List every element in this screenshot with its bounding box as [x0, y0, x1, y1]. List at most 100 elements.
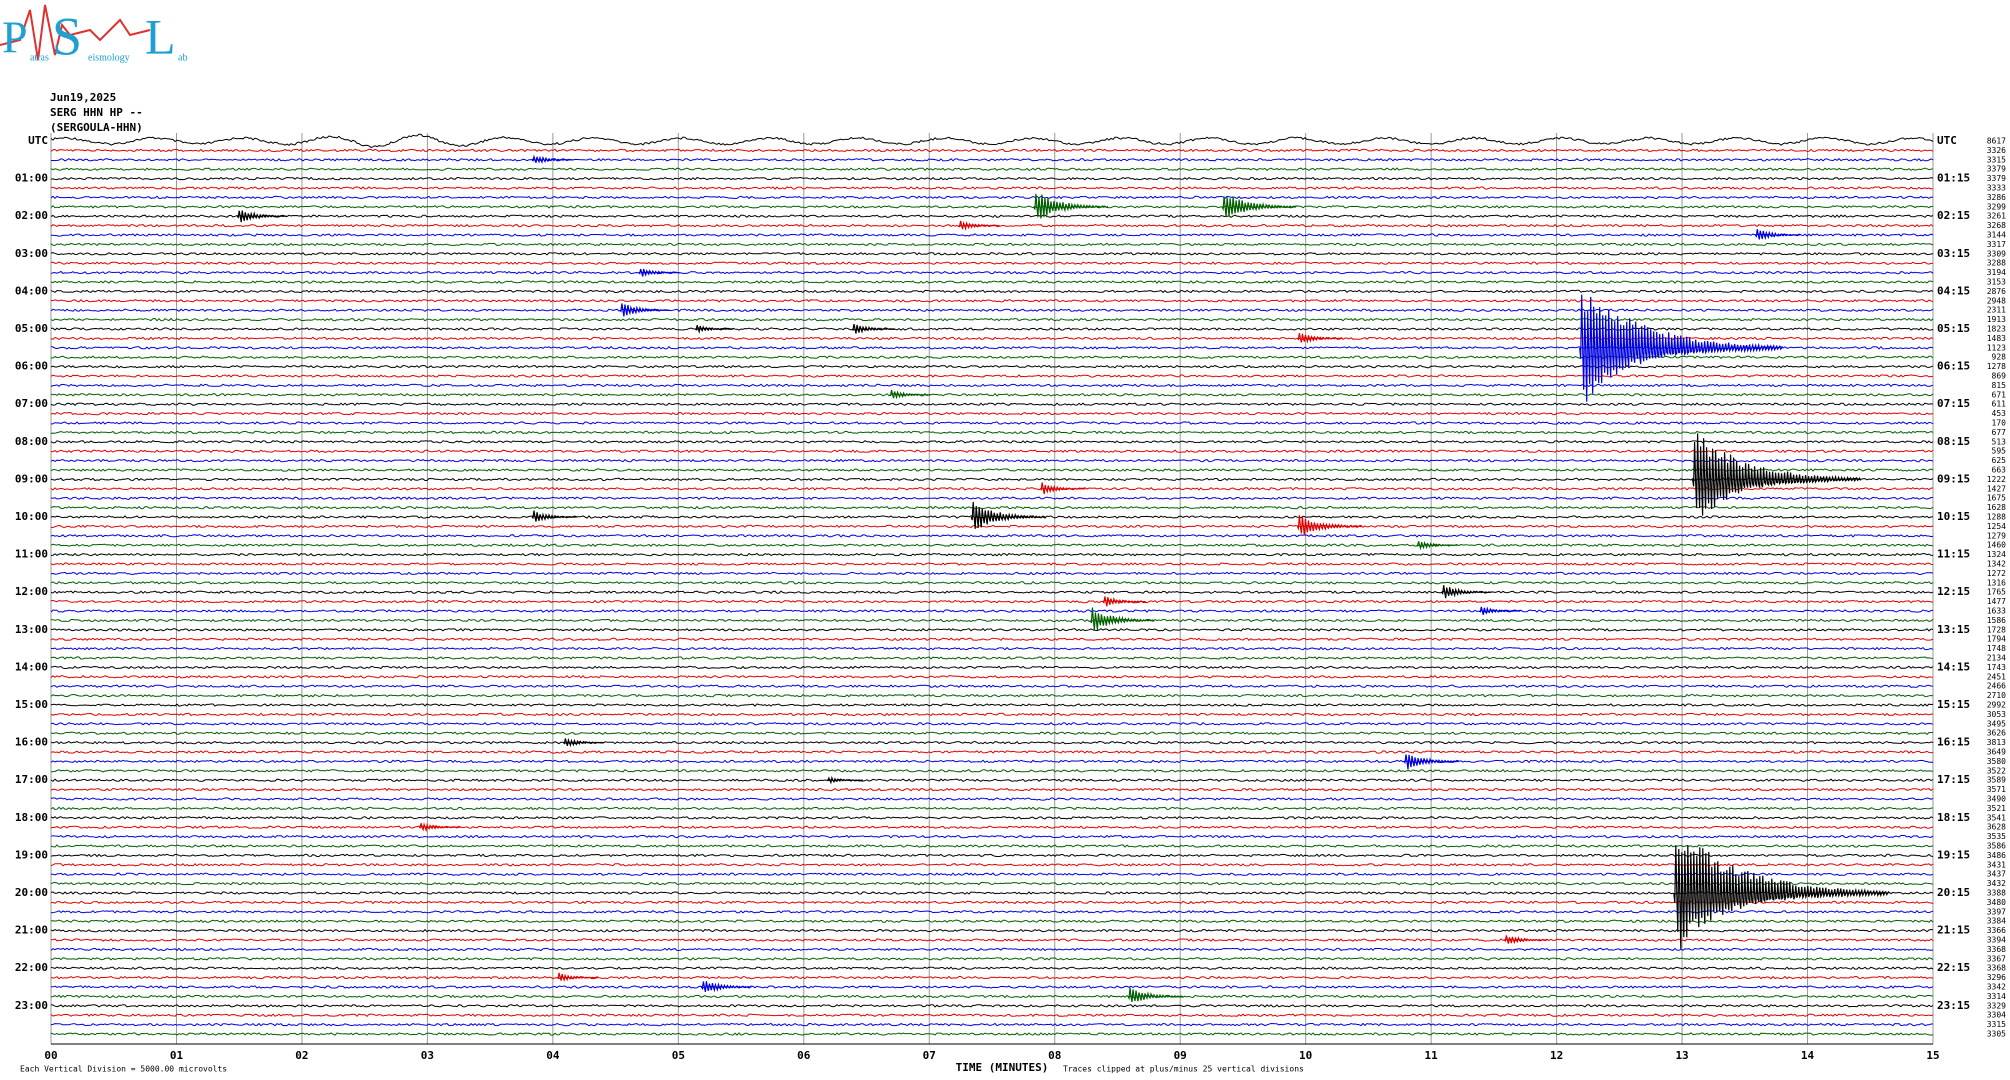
trace — [50, 186, 1934, 190]
trace — [50, 609, 1934, 613]
left-time-label: 18:00 — [15, 811, 48, 824]
trace — [50, 252, 1934, 256]
logo-word: ab — [178, 52, 187, 63]
trace — [50, 966, 1934, 970]
x-tick-label: 02 — [295, 1049, 308, 1062]
left-time-label: 01:00 — [15, 172, 48, 185]
trace — [50, 1004, 1934, 1008]
logo: P S L atras eismology ab — [0, 4, 187, 66]
trace-count: 3305 — [1987, 1030, 2006, 1039]
seismic-event — [1296, 515, 1362, 536]
right-time-label: 08:15 — [1937, 435, 1970, 448]
x-axis-title: TIME (MINUTES) — [956, 1061, 1049, 1074]
trace — [50, 740, 1934, 745]
trace — [50, 317, 1934, 322]
trace — [51, 872, 1934, 876]
trace-count: 3480 — [1987, 898, 2006, 907]
seismic-event — [694, 324, 734, 334]
right-time-label: 22:15 — [1937, 961, 1970, 974]
trace-count: 1675 — [1987, 494, 2006, 503]
x-tick-label: 13 — [1675, 1049, 1688, 1062]
right-time-label: 21:15 — [1937, 924, 1970, 937]
trace-count: 3490 — [1987, 795, 2006, 804]
trace-count: 3495 — [1987, 719, 2006, 728]
left-time-label: 19:00 — [15, 848, 48, 861]
trace-count: 869 — [1992, 372, 2007, 381]
footer-right: Traces clipped at plus/minus 25 vertical… — [1063, 1065, 1304, 1074]
seismic-event — [1754, 229, 1801, 241]
left-time-label: 20:00 — [15, 886, 48, 899]
trace-count: 3571 — [1987, 785, 2006, 794]
trace-count: 3329 — [1987, 1001, 2006, 1010]
trace — [50, 176, 1934, 181]
right-time-label: 12:15 — [1937, 585, 1970, 598]
left-time-label: 02:00 — [15, 209, 48, 222]
x-tick-label: 09 — [1174, 1049, 1187, 1062]
seismic-event — [619, 303, 671, 317]
seismic-event — [418, 822, 461, 833]
trace — [50, 863, 1934, 867]
trace-count: 3589 — [1987, 776, 2006, 785]
trace-count: 1728 — [1987, 625, 2006, 634]
trace-count: 1316 — [1987, 578, 2006, 587]
trace-count: 1765 — [1987, 588, 2006, 597]
trace — [50, 693, 1934, 698]
trace — [50, 825, 1934, 829]
right-time-label: 07:15 — [1937, 397, 1970, 410]
x-tick-label: 00 — [44, 1049, 57, 1062]
seismic-event — [638, 268, 680, 277]
right-time-label: 23:15 — [1937, 999, 1970, 1012]
left-time-label: 06:00 — [15, 360, 48, 373]
header-location: (SERGOULA-HHN) — [50, 121, 143, 134]
trace — [50, 524, 1934, 529]
seismic-event — [562, 737, 605, 748]
trace — [50, 336, 1934, 341]
trace — [50, 270, 1934, 275]
right-time-label: 01:15 — [1937, 172, 1970, 185]
trace — [51, 157, 1934, 162]
trace-count: 595 — [1992, 447, 2007, 456]
left-time-label: 21:00 — [15, 924, 48, 937]
seismic-event — [1296, 333, 1343, 344]
trace-count: 3649 — [1987, 748, 2006, 757]
trace — [50, 778, 1934, 783]
trace — [50, 806, 1934, 811]
trace-count: 1278 — [1987, 362, 2006, 371]
trace-count: 1477 — [1987, 597, 2006, 606]
trace-count: 3342 — [1987, 983, 2006, 992]
seismic-event — [1221, 196, 1297, 218]
logo-word: atras — [30, 52, 49, 63]
trace-count: 928 — [1992, 353, 2007, 362]
trace — [50, 505, 1934, 510]
x-tick-label: 12 — [1550, 1049, 1563, 1062]
trace-count: 3586 — [1987, 842, 2006, 851]
logo-wave — [0, 4, 151, 61]
seismic-event — [700, 981, 752, 993]
right-time-label: 03:15 — [1937, 247, 1970, 260]
trace — [50, 665, 1934, 670]
x-tick-label: 03 — [421, 1049, 434, 1062]
seismic-event — [1478, 606, 1521, 615]
trace — [50, 834, 1934, 839]
trace-count: 3261 — [1987, 212, 2006, 221]
trace-count: 3394 — [1987, 936, 2006, 945]
right-time-label: 15:15 — [1937, 698, 1970, 711]
trace-count: 1823 — [1987, 325, 2006, 334]
trace — [51, 628, 1934, 632]
trace-count: 3314 — [1987, 992, 2006, 1001]
x-tick-label: 01 — [170, 1049, 184, 1062]
trace-count: 1460 — [1987, 541, 2006, 550]
trace — [50, 900, 1934, 905]
trace — [50, 703, 1934, 707]
seismic-event — [1127, 987, 1184, 1003]
trace — [50, 816, 1934, 820]
trace — [50, 533, 1934, 538]
trace — [50, 392, 1934, 397]
trace-count: 3437 — [1987, 870, 2006, 879]
trace — [50, 637, 1934, 641]
seismic-event — [1089, 607, 1155, 630]
right-time-label: 14:15 — [1937, 660, 1970, 673]
seismic-event — [236, 210, 288, 223]
x-tick-label: 15 — [1926, 1049, 1939, 1062]
seismic-event — [1403, 754, 1459, 770]
